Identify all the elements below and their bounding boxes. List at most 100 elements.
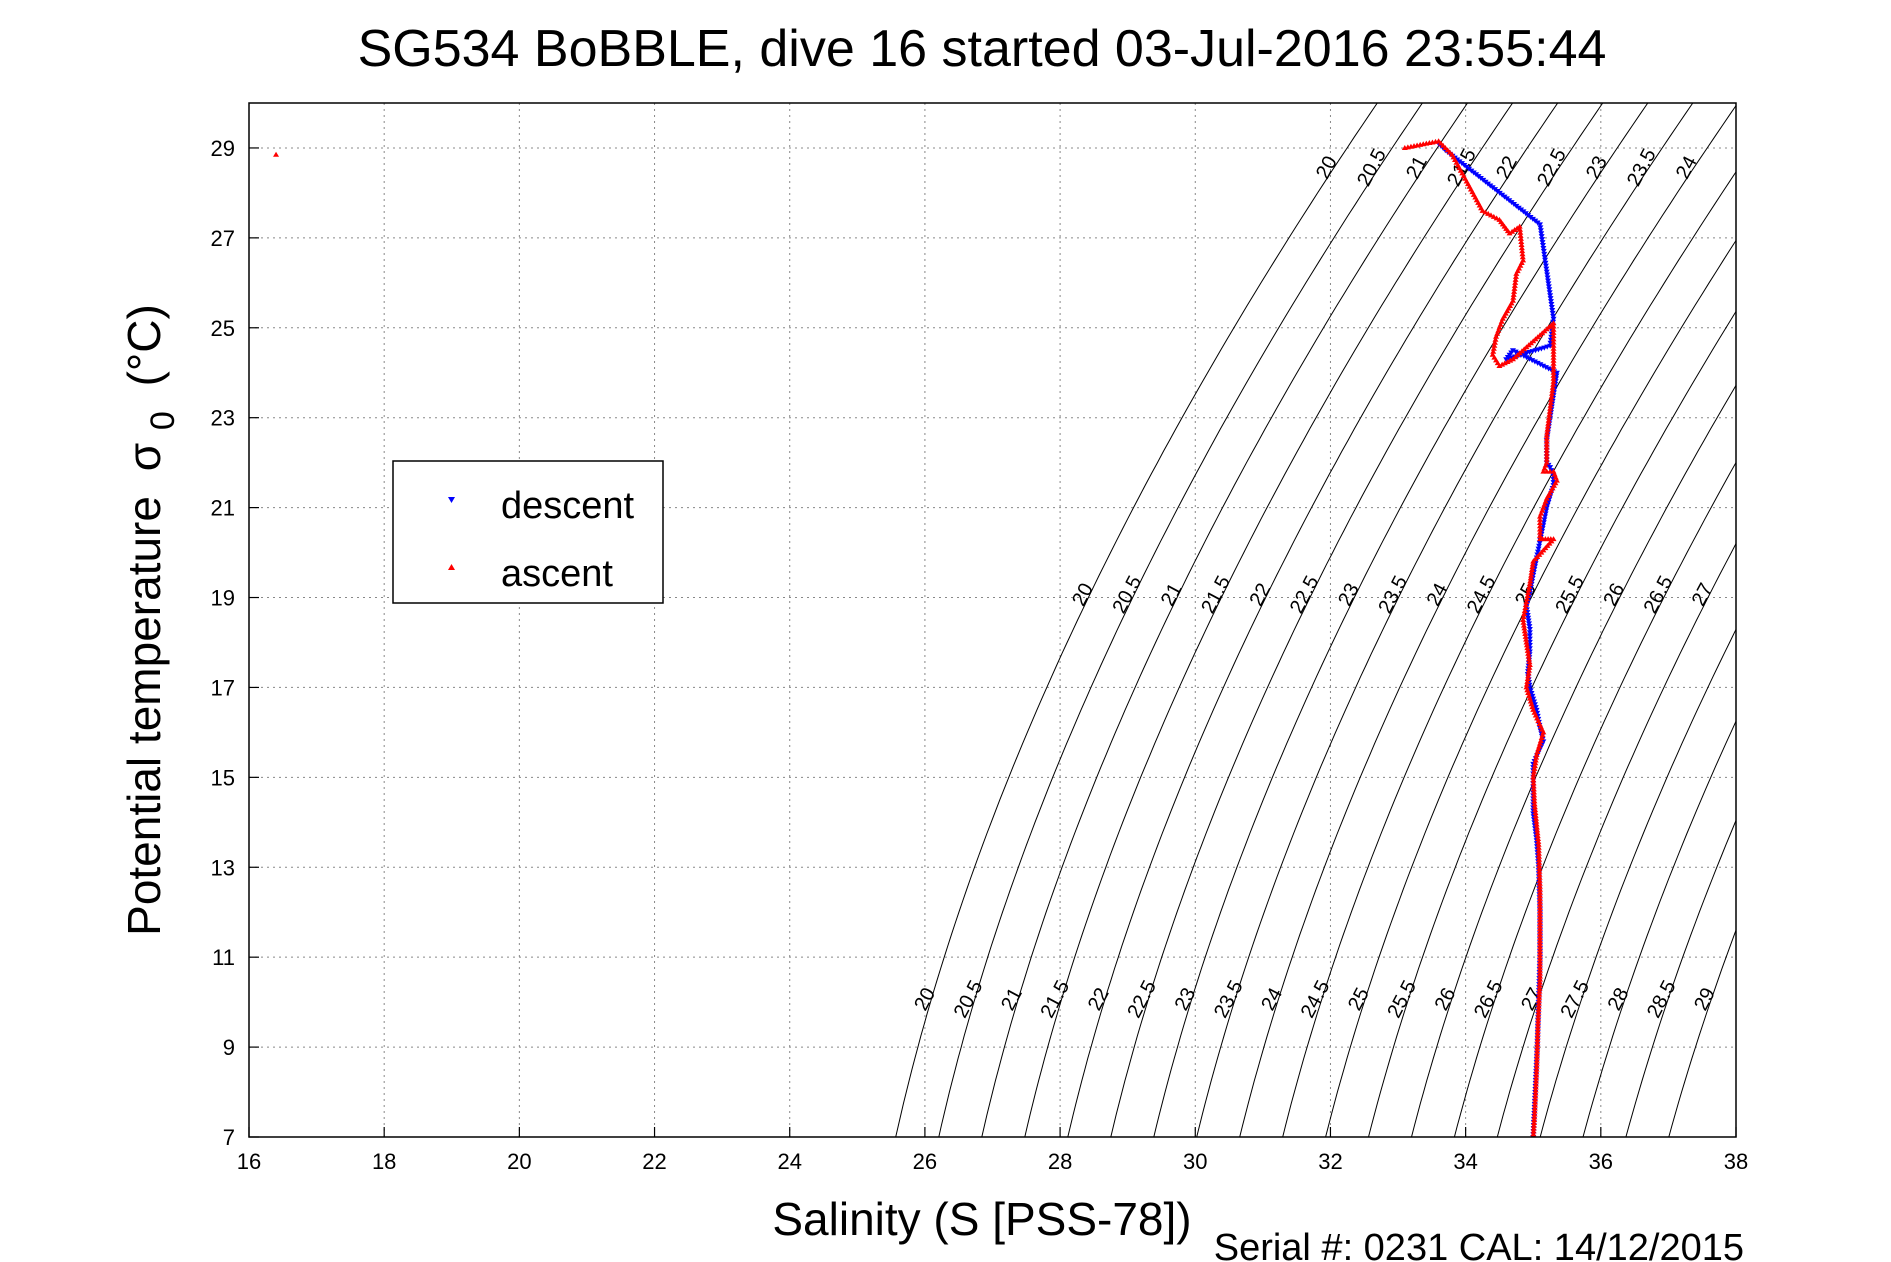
contour-label: 26.5 <box>1470 977 1508 1022</box>
ascent-point <box>1522 631 1529 637</box>
ascent-point <box>1504 358 1511 364</box>
descent-point <box>1528 691 1535 697</box>
ascent-point <box>1524 645 1531 651</box>
ascent-point <box>1490 348 1497 354</box>
ascent-point <box>1527 575 1534 581</box>
descent-point <box>1546 287 1553 293</box>
descent-point <box>1550 313 1557 319</box>
ascent-point <box>1530 780 1537 786</box>
ascent-point <box>1534 1039 1541 1045</box>
ascent-point <box>1536 958 1543 964</box>
ascent-point <box>1535 838 1542 844</box>
density-contours <box>895 103 1736 1137</box>
ascent-point <box>1496 362 1503 368</box>
ascent-point <box>1523 684 1530 690</box>
ascent-point <box>1536 988 1543 994</box>
contour-label: 23.5 <box>1374 572 1412 617</box>
ascent-point <box>1536 991 1543 997</box>
ascent-point <box>1520 622 1527 628</box>
ascent-point <box>1531 1102 1538 1108</box>
ascent-point <box>1536 946 1543 952</box>
ascent-point <box>1543 438 1550 444</box>
y-tick-label: 17 <box>211 675 235 700</box>
descent-point <box>1536 222 1543 228</box>
ascent-point <box>1520 614 1527 620</box>
ascent-point <box>1547 402 1554 408</box>
descent-point <box>1537 228 1544 234</box>
ascent-point <box>1550 329 1557 335</box>
density-contour <box>1067 103 1559 1137</box>
descent-point <box>1543 505 1550 511</box>
ascent-point <box>1550 354 1557 360</box>
descent-point <box>1526 626 1533 632</box>
ascent-point <box>1536 862 1543 868</box>
x-tick-label: 18 <box>372 1149 396 1174</box>
ascent-point <box>1543 447 1550 453</box>
ascent-point <box>1492 336 1499 342</box>
ascent-point <box>1526 581 1533 587</box>
descent-point <box>1525 618 1532 624</box>
ascent-point <box>1550 351 1557 357</box>
contour-label: 22.5 <box>1123 977 1161 1022</box>
ascent-point <box>1536 937 1543 943</box>
contour-label: 22 <box>1084 984 1114 1014</box>
ascent-point <box>1524 678 1531 684</box>
ascent-point <box>1543 432 1550 438</box>
ascent-point <box>1540 729 1547 735</box>
ascent-point <box>1533 1054 1540 1060</box>
ascent-point <box>1521 625 1528 631</box>
ascent-point <box>1550 333 1557 339</box>
ascent-point <box>1531 768 1538 774</box>
ascent-point <box>1549 384 1556 390</box>
descent-point <box>1544 275 1551 281</box>
ascent-point <box>1532 760 1539 766</box>
ascent-point <box>1512 273 1519 279</box>
ascent-point <box>1534 1030 1541 1036</box>
descent-point <box>1526 356 1533 362</box>
ascent-point <box>1536 868 1543 874</box>
descent-point <box>1547 296 1554 302</box>
descent-point <box>1547 465 1554 471</box>
descent-point <box>1526 624 1533 630</box>
ascent-point <box>1536 916 1543 922</box>
contour-label: 21 <box>997 984 1027 1014</box>
contour-label: 27 <box>1517 984 1547 1014</box>
ascent-point <box>1516 223 1523 229</box>
ascent-point <box>1536 913 1543 919</box>
ascent-point <box>1531 804 1538 810</box>
ascent-point <box>1528 701 1535 707</box>
ascent-point <box>1531 1108 1538 1114</box>
density-contour <box>1110 103 1604 1137</box>
ascent-point <box>1521 611 1528 617</box>
ascent-point <box>1529 561 1536 567</box>
data-points <box>273 138 1560 1137</box>
ascent-point <box>1536 520 1543 526</box>
contour-label: 23 <box>1171 984 1201 1014</box>
contour-label: 25.5 <box>1551 572 1589 617</box>
ascent-point <box>1531 795 1538 801</box>
ascent-point <box>1550 363 1557 369</box>
ascent-point <box>1527 578 1534 584</box>
ascent-point <box>1543 435 1550 441</box>
descent-point <box>1547 299 1554 305</box>
descent-point <box>1545 366 1552 372</box>
ascent-point <box>1536 955 1543 961</box>
ascent-point <box>1530 771 1537 777</box>
contour-label: 22 <box>1245 580 1275 610</box>
ascent-point <box>1547 399 1554 405</box>
descent-point <box>1526 630 1533 636</box>
descent-point <box>1545 284 1552 290</box>
descent-point <box>1526 621 1533 627</box>
ascent-point <box>1533 1072 1540 1078</box>
ascent-point <box>1533 1078 1540 1084</box>
ascent-point <box>1523 642 1530 648</box>
descent-point <box>1543 508 1550 514</box>
ascent-point <box>1533 818 1540 824</box>
ascent-point <box>1509 228 1516 234</box>
ascent-point <box>1536 949 1543 955</box>
density-contour <box>981 103 1468 1137</box>
ascent-point <box>1536 877 1543 883</box>
y-tick-label: 25 <box>211 316 235 341</box>
descent-point <box>1534 360 1541 366</box>
